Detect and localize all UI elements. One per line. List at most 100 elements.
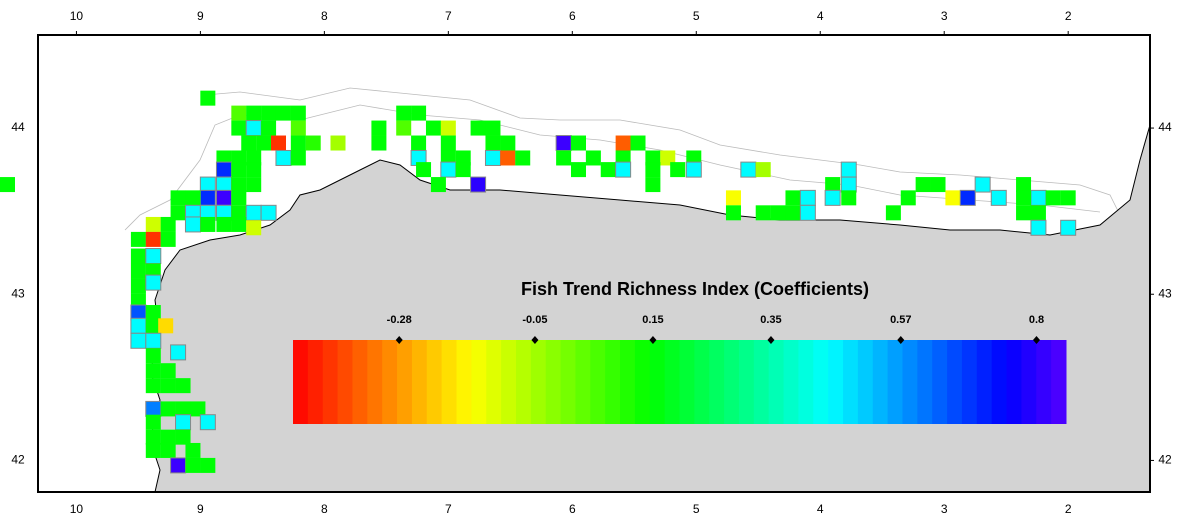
colorbar-stripe [649,340,666,424]
grid-cell [170,190,186,206]
grid-cell [485,135,501,151]
colorbar-stripe [664,340,680,424]
colorbar-tick [1032,336,1040,344]
colorbar-stripe [471,340,487,424]
grid-cell [170,344,187,361]
colorbar-stripe [575,340,591,424]
colorbar-stripe [917,340,933,424]
colorbar-stripe [932,340,948,424]
x-tick-label: 8 [321,502,328,516]
grid-cell [170,457,187,474]
grid-cell [371,120,387,136]
x-tick-label: 9 [197,9,204,23]
grid-cell [245,120,262,137]
grid-cell [231,120,247,136]
colorbar-stripe [857,340,874,424]
x-tick-label: 5 [693,502,700,516]
y-tick-label: 44 [11,120,25,134]
grid-cell [130,248,146,264]
grid-cell [645,177,661,193]
grid-cell [515,150,531,166]
colorbar-stripe [694,340,710,424]
grid-cell [231,216,247,232]
x-tick-label: 3 [941,502,948,516]
grid-cell [145,363,161,379]
grid-cell [615,135,631,151]
colorbar-stripe [545,340,562,424]
x-tick-label: 4 [817,502,824,516]
grid-cell [160,363,176,379]
x-tick-label: 8 [321,9,328,23]
colorbar-stripe [441,340,458,424]
colorbar-tick [531,336,539,344]
grid-cell [1016,190,1032,206]
colorbar-stripe [679,340,695,424]
grid-cell [145,248,162,265]
x-tick-label: 2 [1065,502,1072,516]
grid-cell [261,105,277,121]
colorbar-stripe [352,340,368,424]
grid-cell [290,135,306,151]
colorbar-stripe [1006,340,1022,424]
grid-cell [200,457,216,473]
grid-cell [416,162,432,178]
grid-cell [261,120,277,136]
colorbar-stripe [724,340,740,424]
colorbar-tick [897,336,905,344]
grid-cell [840,161,857,178]
grid-cell [556,150,572,166]
grid-cell [411,105,427,121]
grid-cell [246,162,262,178]
grid-cell [1016,205,1032,221]
grid-cell [145,378,161,394]
grid-cell [500,135,516,151]
grid-cell [246,105,262,121]
grid-cell [799,204,816,221]
legend-title: Fish Trend Richness Index (Coefficients) [521,279,869,299]
colorbar-stripe [530,340,547,424]
grid-cell [231,205,247,221]
grid-cell [175,378,191,394]
grid-cell [685,161,702,178]
grid-cell [199,176,216,193]
colorbar-stripe [1051,340,1067,424]
grid-cell [900,190,916,206]
grid-cell [275,149,292,166]
grid-cell [130,231,146,247]
colorbar-stripe [307,340,324,424]
grid-cell [145,442,161,458]
grid-cell [145,305,161,321]
colorbar-stripe [634,340,651,424]
grid-cell [185,457,201,473]
grid-cell [396,120,412,136]
y-tick-label: 44 [1158,120,1172,134]
grid-cell [145,274,162,291]
grid-cell [130,304,147,321]
grid-cell [660,150,676,166]
grid-cell [725,205,741,221]
colorbar-stripe [991,340,1008,424]
grid-cell [600,162,616,178]
grid-cell [158,318,174,334]
colorbar-stripe [783,340,799,424]
grid-cell [740,161,757,178]
grid-cell [470,176,487,193]
grid-cell [1030,205,1046,221]
colorbar-stripe [843,340,859,424]
colorbar-tick [649,336,657,344]
colorbar-stripe [367,340,383,424]
grid-cell [1045,190,1061,206]
grid-cell [290,105,306,121]
grid-cell [1060,190,1076,206]
x-tick-label: 2 [1065,9,1072,23]
grid-cell [725,190,741,206]
grid-cell [840,176,857,193]
x-tick-label: 4 [817,9,824,23]
grid-cell [145,414,161,430]
grid-cell [185,442,201,458]
grid-cell [945,190,961,206]
grid-cell [1016,177,1032,193]
grid-cell [799,189,816,206]
colorbar-stripe [456,340,472,424]
